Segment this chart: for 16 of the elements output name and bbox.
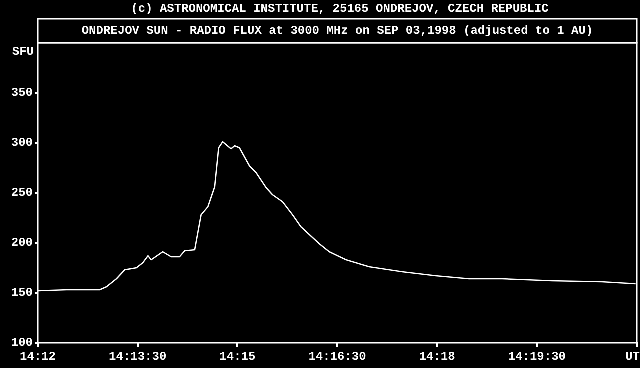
- y-tick-label: 250: [11, 186, 33, 200]
- y-tick-label: 300: [11, 136, 33, 150]
- chart-title: (c) ASTRONOMICAL INSTITUTE, 25165 ONDREJOV, CZECH REPUBLIC: [131, 2, 549, 16]
- y-tick-label: 200: [11, 236, 33, 250]
- y-tick-label: 150: [11, 286, 33, 300]
- y-tick-label: 350: [11, 86, 33, 100]
- x-axis-title: UT: [626, 350, 640, 364]
- x-tick-label: 14:16:30: [308, 350, 366, 364]
- x-tick-label: 14:12: [20, 350, 56, 364]
- x-tick-label: 14:13:30: [109, 350, 167, 364]
- x-tick-label: 14:19:30: [508, 350, 566, 364]
- y-tick-label: 100: [11, 336, 33, 350]
- x-tick-label: 14:18: [419, 350, 456, 364]
- chart-subtitle: ONDREJOV SUN - RADIO FLUX at 3000 MHz on SEP 03,1998 (adjusted to 1 AU): [82, 24, 594, 38]
- x-tick-label: 14:15: [220, 350, 256, 364]
- y-axis-title: SFU: [12, 45, 34, 60]
